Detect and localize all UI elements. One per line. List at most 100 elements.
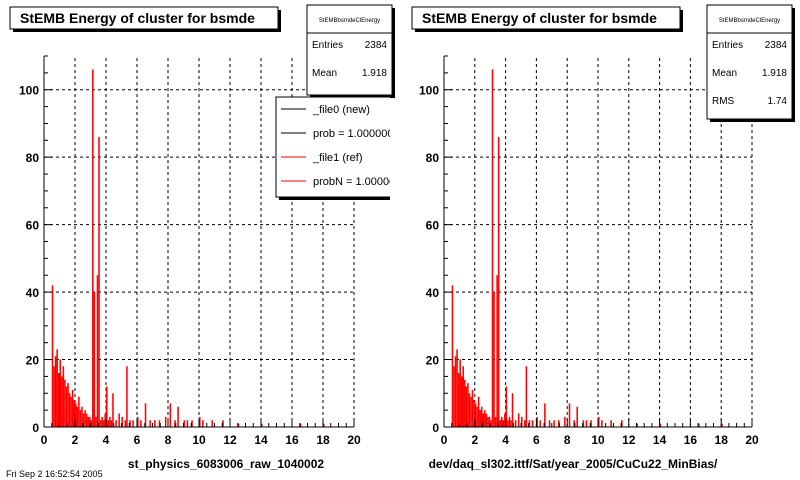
panel1-bar [211, 420, 213, 427]
panel1-x-tick-label: 6 [134, 433, 141, 447]
panel2-x-tick-label: 12 [622, 433, 636, 447]
panel2-bar [536, 416, 538, 427]
panel2-bar [568, 403, 571, 427]
panel1-legend-label: probN = 1.000000 [313, 176, 401, 188]
panel1-bar [95, 416, 97, 427]
panel2-bar [468, 393, 471, 427]
panel2-bar [467, 383, 469, 427]
panel2-x-tick-label: 10 [591, 433, 605, 447]
panel1-bar [101, 416, 103, 427]
panel2-bar [514, 420, 517, 427]
panel1-bar [191, 420, 193, 427]
panel1-stats-value: 2384 [365, 40, 388, 51]
panel1-bar [88, 416, 91, 427]
panel2-y-tick-label: 60 [426, 219, 440, 233]
panel1-bar [76, 406, 79, 427]
panel1-bar [137, 416, 139, 427]
panel2-bar [477, 396, 480, 427]
panel1-y-tick-label: 80 [26, 151, 40, 165]
panel1-x-tick-label: 20 [347, 433, 361, 447]
panel2-bar [601, 420, 603, 427]
panel2-bar [553, 420, 555, 427]
panel2-bar [508, 416, 511, 427]
panel1-bar [53, 366, 55, 427]
panel1-bar [70, 396, 72, 427]
panel1-bar [51, 285, 54, 427]
panel2-x-tick-label: 14 [653, 433, 667, 447]
panel1-bar [126, 366, 128, 427]
panel2-bar [585, 420, 588, 427]
panel1-bar [78, 396, 80, 427]
panel2-bar [479, 410, 481, 427]
panel1-bar [64, 379, 66, 427]
panel1-bar [109, 416, 111, 427]
panel2-y-tick-label: 40 [426, 286, 440, 300]
panel2-x-axis-label: dev/daq_sl302.ittf/Sat/year_2005/CuCu22_… [429, 457, 718, 471]
panel2-bar [698, 423, 700, 427]
panel1-x-tick-label: 2 [72, 433, 79, 447]
panel2-stats-value: 1.74 [768, 96, 788, 107]
panel1-x-tick-label: 8 [165, 433, 172, 447]
panel1-bar [81, 406, 83, 427]
panel2-x-tick-label: 2 [471, 433, 478, 447]
panel2-bar [462, 366, 465, 427]
panel1-legend-label: prob = 1.000000 [313, 128, 393, 140]
panel1-stats-label: Mean [312, 68, 337, 79]
panel1-bar [261, 423, 263, 427]
panel1-legend-label: _file0 (new) [312, 104, 370, 116]
panel2-bar [454, 356, 457, 427]
panel1-x-tick-label: 10 [192, 433, 206, 447]
panel2-bar [557, 420, 560, 427]
panel1-bar [75, 403, 77, 427]
panel2-bar [564, 416, 566, 427]
panel2-x-tick-label: 8 [564, 433, 571, 447]
panel2-bar [499, 420, 501, 427]
panel2-title: StEMB Energy of cluster for bsmde [422, 10, 657, 26]
panel2-bar [494, 416, 497, 427]
panel2-bar [517, 413, 520, 427]
panel2-y-tick-label: 80 [426, 151, 440, 165]
panel1-bar [87, 416, 89, 427]
panel2-stats-name: StEMBbsmdeClEnergy [719, 18, 780, 24]
panel1-bar [90, 420, 93, 427]
panel2-bar [636, 423, 639, 427]
panel2-bar [507, 420, 509, 427]
footer-timestamp: Fri Sep 2 16:52:54 2005 [6, 469, 103, 479]
panel2-bar [451, 285, 454, 427]
panel2-bar [482, 413, 485, 427]
panel1-bar [164, 416, 167, 427]
panel2-bar [573, 420, 575, 427]
panel2-bar [524, 420, 526, 427]
panel1-bar [67, 383, 69, 427]
panel1-legend: _file0 (new) prob = 1.000000 _file1 (ref) p… [275, 96, 401, 200]
panel1-y-tick-label: 40 [26, 286, 40, 300]
panel2-bar [576, 406, 578, 427]
panel2-bar [500, 416, 503, 427]
panel2-x-tick-label: 16 [684, 433, 698, 447]
panel2-bar [473, 400, 475, 427]
panel2-bar [582, 420, 585, 427]
panel1-bar [93, 292, 96, 427]
panel1-bar [124, 420, 127, 427]
panel1-y-tick-label: 0 [32, 421, 39, 435]
panel2-bar [460, 376, 463, 427]
panel1-bar [112, 393, 114, 427]
panel2-y-tick-label: 20 [426, 354, 440, 368]
panel2-bar [511, 393, 514, 427]
panel2-bar [465, 386, 468, 427]
panel1-title-box [9, 6, 279, 30]
panel2-bar [525, 366, 528, 427]
panel1-bar [61, 376, 63, 427]
panel2-bar [502, 420, 505, 427]
panel1-stats-name: StEMBbsmdeClEnergy [319, 18, 380, 24]
panel2-stats-label: Entries [712, 40, 743, 51]
panel1-bar [106, 386, 108, 427]
panel1-bar [54, 356, 57, 427]
panel2-bar [459, 359, 461, 427]
panel2-bar [488, 416, 491, 427]
panel2-stats-value: 2384 [765, 40, 788, 51]
panel2-stats-box [706, 4, 793, 120]
panel1-bar [62, 366, 65, 427]
panel2-bar [721, 423, 723, 427]
